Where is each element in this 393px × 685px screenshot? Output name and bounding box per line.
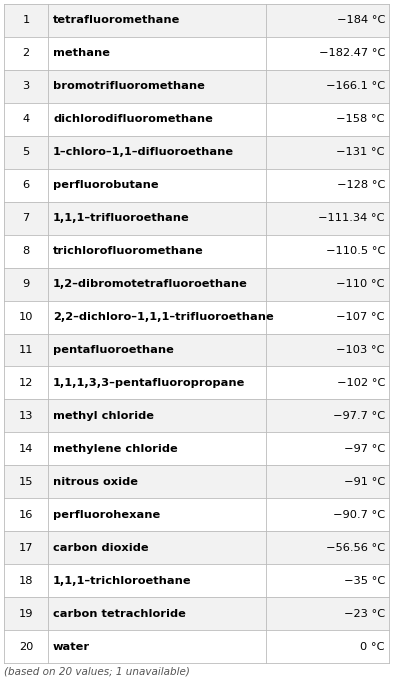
Text: 6: 6 xyxy=(22,180,29,190)
Text: nitrous oxide: nitrous oxide xyxy=(53,477,138,487)
Text: 13: 13 xyxy=(19,411,33,421)
Text: 2: 2 xyxy=(22,49,29,58)
Text: −103 °C: −103 °C xyxy=(336,345,385,355)
Text: −182.47 °C: −182.47 °C xyxy=(319,49,385,58)
Bar xyxy=(4,531,389,564)
Text: 4: 4 xyxy=(22,114,29,124)
Bar xyxy=(4,432,389,465)
Bar xyxy=(4,103,389,136)
Bar xyxy=(4,630,389,663)
Text: 19: 19 xyxy=(19,608,33,619)
Text: 1,1,1,3,3–pentafluoropropane: 1,1,1,3,3–pentafluoropropane xyxy=(53,378,245,388)
Text: 2,2–dichloro–1,1,1–trifluoroethane: 2,2–dichloro–1,1,1–trifluoroethane xyxy=(53,312,274,322)
Text: −56.56 °C: −56.56 °C xyxy=(326,543,385,553)
Bar xyxy=(4,366,389,399)
Text: dichlorodifluoromethane: dichlorodifluoromethane xyxy=(53,114,213,124)
Text: trichlorofluoromethane: trichlorofluoromethane xyxy=(53,246,204,256)
Text: −166.1 °C: −166.1 °C xyxy=(326,82,385,91)
Text: methylene chloride: methylene chloride xyxy=(53,444,178,454)
Text: carbon dioxide: carbon dioxide xyxy=(53,543,149,553)
Bar xyxy=(4,597,389,630)
Bar xyxy=(4,70,389,103)
Text: −158 °C: −158 °C xyxy=(336,114,385,124)
Text: tetrafluoromethane: tetrafluoromethane xyxy=(53,16,180,25)
Text: 1: 1 xyxy=(22,16,29,25)
Bar xyxy=(4,465,389,498)
Text: 16: 16 xyxy=(19,510,33,520)
Text: methyl chloride: methyl chloride xyxy=(53,411,154,421)
Text: −110.5 °C: −110.5 °C xyxy=(326,246,385,256)
Text: water: water xyxy=(53,642,90,651)
Text: 0 °C: 0 °C xyxy=(360,642,385,651)
Text: 3: 3 xyxy=(22,82,29,91)
Text: 18: 18 xyxy=(19,575,33,586)
Bar xyxy=(4,136,389,169)
Text: −107 °C: −107 °C xyxy=(336,312,385,322)
Bar xyxy=(4,169,389,201)
Text: 9: 9 xyxy=(22,279,29,289)
Text: 15: 15 xyxy=(19,477,33,487)
Text: −111.34 °C: −111.34 °C xyxy=(318,213,385,223)
Text: −97 °C: −97 °C xyxy=(344,444,385,454)
Bar xyxy=(4,301,389,334)
Text: perfluorohexane: perfluorohexane xyxy=(53,510,160,520)
Text: 10: 10 xyxy=(19,312,33,322)
Text: 1–chloro–1,1–difluoroethane: 1–chloro–1,1–difluoroethane xyxy=(53,147,234,158)
Text: 8: 8 xyxy=(22,246,29,256)
Text: −91 °C: −91 °C xyxy=(344,477,385,487)
Bar xyxy=(4,564,389,597)
Text: carbon tetrachloride: carbon tetrachloride xyxy=(53,608,186,619)
Text: −184 °C: −184 °C xyxy=(337,16,385,25)
Bar xyxy=(4,498,389,531)
Bar xyxy=(4,37,389,70)
Text: (based on 20 values; 1 unavailable): (based on 20 values; 1 unavailable) xyxy=(4,666,190,676)
Text: bromotrifluoromethane: bromotrifluoromethane xyxy=(53,82,205,91)
Text: −131 °C: −131 °C xyxy=(336,147,385,158)
Bar xyxy=(4,334,389,366)
Text: methane: methane xyxy=(53,49,110,58)
Text: 7: 7 xyxy=(22,213,29,223)
Text: 11: 11 xyxy=(19,345,33,355)
Text: −90.7 °C: −90.7 °C xyxy=(333,510,385,520)
Text: 14: 14 xyxy=(19,444,33,454)
Text: 12: 12 xyxy=(19,378,33,388)
Text: 1,1,1–trifluoroethane: 1,1,1–trifluoroethane xyxy=(53,213,190,223)
Text: −35 °C: −35 °C xyxy=(344,575,385,586)
Text: −23 °C: −23 °C xyxy=(344,608,385,619)
Text: 20: 20 xyxy=(19,642,33,651)
Bar xyxy=(4,235,389,268)
Bar xyxy=(4,4,389,37)
Bar xyxy=(4,201,389,235)
Bar xyxy=(4,399,389,432)
Text: 1,2–dibromotetrafluoroethane: 1,2–dibromotetrafluoroethane xyxy=(53,279,248,289)
Text: 5: 5 xyxy=(22,147,29,158)
Text: 17: 17 xyxy=(19,543,33,553)
Text: pentafluoroethane: pentafluoroethane xyxy=(53,345,174,355)
Text: 1,1,1–trichloroethane: 1,1,1–trichloroethane xyxy=(53,575,192,586)
Text: perfluorobutane: perfluorobutane xyxy=(53,180,159,190)
Text: −97.7 °C: −97.7 °C xyxy=(333,411,385,421)
Text: −102 °C: −102 °C xyxy=(337,378,385,388)
Text: −128 °C: −128 °C xyxy=(337,180,385,190)
Text: −110 °C: −110 °C xyxy=(336,279,385,289)
Bar xyxy=(4,268,389,301)
